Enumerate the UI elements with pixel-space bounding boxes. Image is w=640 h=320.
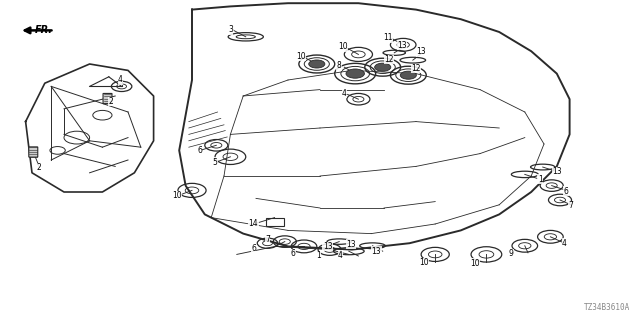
Circle shape [346,69,364,78]
Text: 12: 12 [385,55,394,64]
Text: 4: 4 [118,76,123,84]
Text: 7: 7 [568,201,573,210]
Text: 10: 10 [338,42,348,51]
Text: 10: 10 [172,191,182,200]
Text: 10: 10 [470,259,480,268]
Text: 6: 6 [291,249,296,258]
Text: 13: 13 [552,167,562,176]
Circle shape [374,63,391,71]
Circle shape [308,60,325,68]
Text: 5: 5 [212,158,218,167]
Text: 14: 14 [248,220,259,228]
Text: 13: 13 [416,47,426,56]
Text: TZ34B3610A: TZ34B3610A [584,303,630,312]
Text: 4: 4 [342,89,347,98]
Text: 13: 13 [397,41,407,50]
FancyBboxPatch shape [29,147,38,157]
Text: 11: 11 [383,33,392,42]
Text: 10: 10 [419,258,429,267]
Text: 4: 4 [338,251,343,260]
Text: 12: 12 [412,64,420,73]
Text: 7: 7 [265,235,270,244]
Text: 8: 8 [337,61,342,70]
Text: FR.: FR. [35,25,52,35]
Text: 1: 1 [316,252,321,260]
Text: 6: 6 [251,244,256,253]
Text: 6: 6 [563,187,568,196]
Text: 6: 6 [197,146,202,155]
Text: 4: 4 [562,239,567,248]
Text: 10: 10 [296,52,306,61]
Text: 9: 9 [508,249,513,258]
Text: 13: 13 [371,247,381,256]
Text: 13: 13 [323,242,333,251]
Circle shape [400,71,417,79]
Text: 2: 2 [108,97,113,106]
Text: 1: 1 [538,175,543,184]
Text: 3: 3 [228,25,233,34]
Text: 2: 2 [36,164,41,172]
FancyBboxPatch shape [103,93,112,104]
Bar [266,218,284,226]
Text: 13: 13 [346,240,356,249]
